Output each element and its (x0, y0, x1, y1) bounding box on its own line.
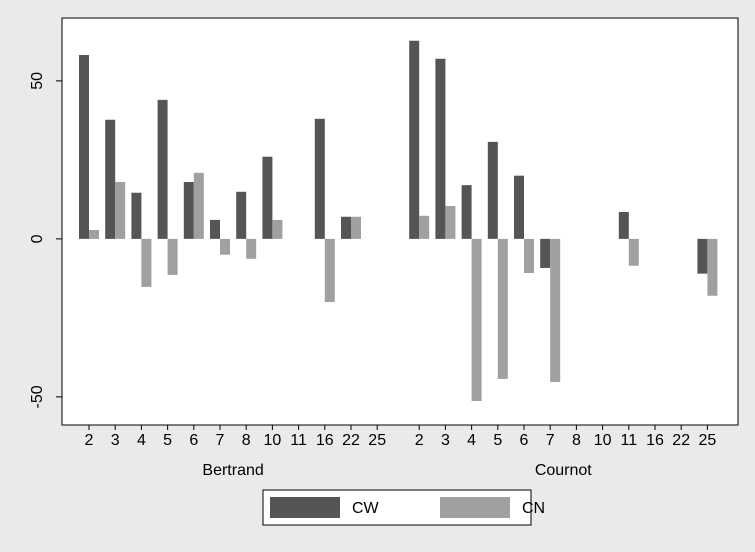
y-tick-label: 50 (29, 72, 46, 90)
x-tick-label: 11 (620, 432, 637, 449)
bar (193, 172, 204, 239)
bar (183, 182, 194, 239)
bar (157, 99, 168, 239)
x-tick-label: 6 (189, 432, 198, 449)
bar (419, 215, 430, 239)
x-tick-label: 4 (467, 432, 476, 449)
bar (487, 141, 498, 239)
x-tick-label: 8 (242, 432, 251, 449)
bar (618, 212, 629, 239)
x-tick-label: 5 (493, 432, 502, 449)
bar (89, 230, 99, 239)
x-tick-label: 7 (216, 432, 225, 449)
x-tick-label: 22 (672, 432, 690, 449)
bar (497, 238, 508, 379)
x-tick-label: 3 (111, 432, 120, 449)
bar (105, 119, 116, 239)
group-label: Cournot (535, 462, 592, 479)
x-tick-label: 4 (137, 432, 146, 449)
bar (324, 238, 335, 303)
x-tick-label: 3 (441, 432, 450, 449)
bar (540, 238, 551, 268)
x-tick-label: 5 (163, 432, 172, 449)
bar (115, 182, 126, 239)
bar (79, 54, 89, 239)
bar (167, 238, 178, 275)
bar (314, 118, 325, 239)
x-tick-label: 16 (646, 432, 664, 449)
group-label: Bertrand (202, 462, 263, 479)
legend-label: CN (522, 500, 545, 517)
bar (707, 238, 718, 296)
legend-swatch (440, 497, 510, 518)
x-tick-label: 25 (699, 432, 717, 449)
x-tick-label: 6 (520, 432, 529, 449)
bar (471, 238, 482, 401)
x-tick-label: 16 (316, 432, 334, 449)
x-tick-label: 2 (415, 432, 424, 449)
x-tick-label: 11 (290, 432, 307, 449)
bar (210, 219, 220, 239)
bar (524, 238, 534, 274)
bar (246, 238, 257, 259)
bar (697, 238, 708, 274)
x-tick-label: 8 (572, 432, 581, 449)
bar (514, 175, 524, 239)
legend-label: CW (352, 500, 380, 517)
bar (435, 58, 446, 239)
bar (550, 238, 561, 383)
bar (131, 192, 142, 239)
x-tick-label: 22 (342, 432, 360, 449)
bar (341, 216, 351, 239)
y-tick-label: 0 (29, 234, 46, 243)
x-tick-label: 25 (368, 432, 386, 449)
x-tick-label: 2 (85, 432, 94, 449)
x-tick-label: 10 (594, 432, 612, 449)
bar (461, 185, 472, 239)
bar (236, 191, 247, 239)
bar (272, 219, 283, 239)
bar (141, 238, 152, 287)
bar (220, 238, 230, 255)
bar (409, 40, 420, 239)
bar (445, 206, 456, 239)
legend-swatch (270, 497, 340, 518)
x-tick-label: 7 (546, 432, 555, 449)
bar (262, 156, 273, 239)
x-tick-label: 10 (264, 432, 282, 449)
bar (351, 216, 361, 239)
bar (628, 238, 639, 266)
y-tick-label: -50 (29, 385, 46, 408)
